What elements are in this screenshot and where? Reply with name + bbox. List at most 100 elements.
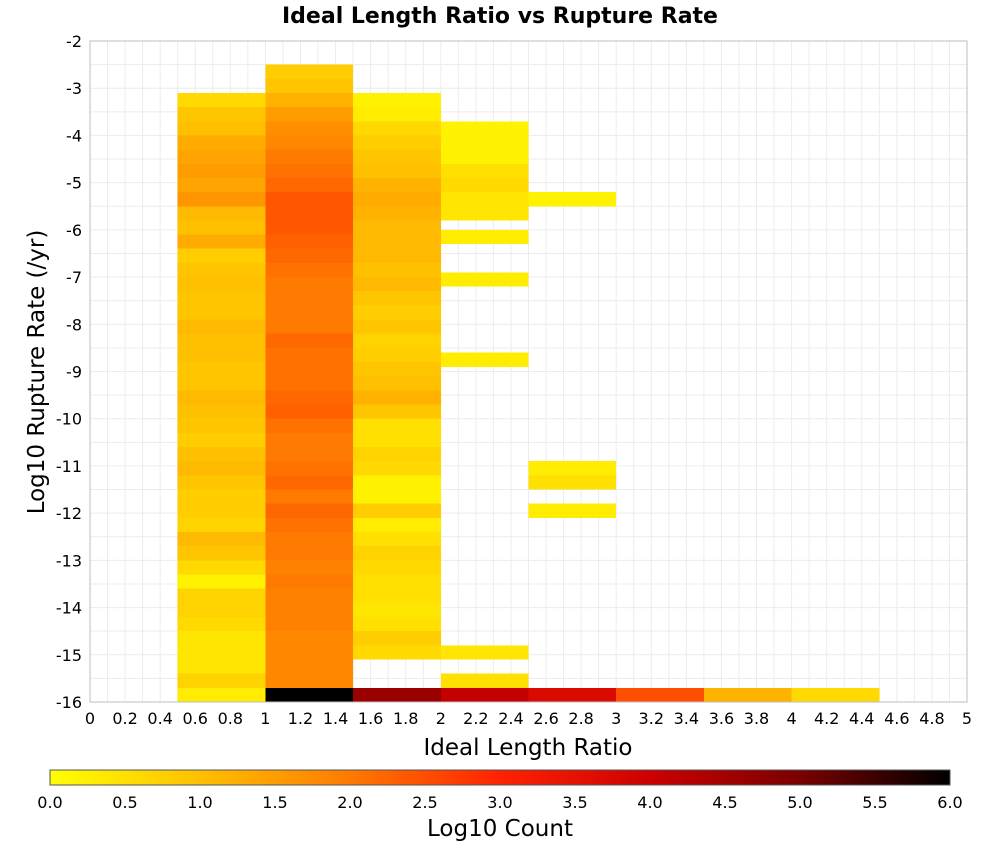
heatmap-cell — [177, 291, 266, 306]
chart-title: Ideal Length Ratio vs Rupture Rate — [282, 4, 718, 29]
x-tick-label: 2.4 — [498, 709, 523, 728]
heatmap-cell — [440, 673, 529, 688]
x-tick-label: 2.2 — [463, 709, 488, 728]
heatmap-cell — [265, 475, 354, 490]
x-tick-label: 0.6 — [183, 709, 208, 728]
heatmap-cell — [265, 177, 354, 193]
heatmap-cell — [177, 135, 266, 150]
y-tick-label: -10 — [56, 410, 82, 429]
x-tick-label: 1.6 — [358, 709, 383, 728]
heatmap-cell — [177, 305, 266, 320]
heatmap-cell — [177, 645, 266, 660]
y-axis-label: Log10 Rupture Rate (/yr) — [24, 230, 50, 515]
x-tick-label: 1.4 — [323, 709, 348, 728]
heatmap-cell — [265, 532, 354, 547]
x-tick-label: 0.2 — [112, 709, 137, 728]
heatmap-cell — [353, 631, 441, 646]
heatmap-cell — [177, 262, 266, 278]
heatmap-cell — [353, 206, 441, 221]
heatmap-cell — [265, 362, 354, 377]
heatmap-cell — [265, 206, 354, 221]
heatmap-cell — [265, 489, 354, 504]
heatmap-cell — [353, 390, 441, 405]
heatmap-cell — [177, 617, 266, 632]
y-tick-label: -2 — [66, 32, 82, 51]
heatmap-cell — [265, 135, 354, 150]
x-tick-label: 1.8 — [393, 709, 418, 728]
y-tick-label: -13 — [56, 551, 82, 570]
heatmap-cell — [353, 333, 441, 348]
y-tick-label: -15 — [56, 646, 82, 665]
heatmap-cell — [177, 461, 266, 476]
heatmap-cell — [703, 687, 792, 702]
y-tick-label: -3 — [66, 79, 82, 98]
heatmap-cell — [353, 305, 441, 320]
heatmap-cell — [440, 163, 529, 178]
heatmap-cell — [265, 659, 354, 674]
heatmap-cell — [265, 347, 354, 363]
heatmap-cell — [265, 390, 354, 405]
heatmap-cell — [177, 248, 266, 263]
heatmap-cell — [440, 149, 529, 164]
heatmap-cell — [177, 206, 266, 221]
heatmap-cells — [177, 64, 880, 702]
heatmap-cell — [265, 305, 354, 320]
heatmap-cell — [177, 432, 266, 448]
heatmap-cell — [353, 121, 441, 136]
heatmap-cell — [177, 192, 266, 207]
heatmap-cell — [177, 659, 266, 674]
heatmap-cell — [265, 574, 354, 589]
heatmap-cell — [177, 220, 266, 235]
colorbar — [49, 769, 951, 786]
heatmap-cell — [440, 352, 529, 367]
heatmap-cell — [177, 149, 266, 164]
heatmap-cell — [265, 220, 354, 235]
heatmap-cell — [265, 319, 354, 334]
heatmap-cell — [177, 588, 266, 603]
heatmap-cell — [177, 319, 266, 334]
heatmap-cell — [791, 687, 880, 702]
x-tick-label: 4.4 — [849, 709, 874, 728]
heatmap-cell — [353, 92, 441, 108]
colorbar-tick-label: 0.0 — [37, 793, 62, 812]
heatmap-cell — [353, 432, 441, 448]
heatmap-cell — [265, 447, 354, 462]
x-tick-label: 4.2 — [814, 709, 839, 728]
heatmap-cell — [265, 291, 354, 306]
heatmap-cell — [528, 687, 617, 702]
heatmap-cell — [353, 475, 441, 490]
y-tick-label: -6 — [66, 221, 82, 240]
x-tick-label: 4 — [787, 709, 797, 728]
colorbar-tick-label: 5.0 — [787, 793, 812, 812]
heatmap-cell — [353, 262, 441, 278]
heatmap-cell — [265, 588, 354, 603]
heatmap-cell — [353, 291, 441, 306]
x-tick-label: 1 — [260, 709, 270, 728]
heatmap-cell — [353, 277, 441, 292]
x-tick-label: 3.4 — [674, 709, 699, 728]
heatmap-cell — [353, 248, 441, 263]
heatmap-cell — [353, 546, 441, 561]
heatmap-cell — [177, 376, 266, 391]
heatmap-cell — [265, 503, 354, 518]
heatmap-cell — [177, 277, 266, 292]
heatmap-cell — [353, 461, 441, 476]
heatmap-cell — [440, 177, 529, 193]
heatmap-cell — [440, 206, 529, 221]
x-tick-label: 2.6 — [533, 709, 558, 728]
heatmap-cell — [353, 447, 441, 462]
heatmap-cell — [265, 517, 354, 533]
heatmap-cell — [353, 149, 441, 164]
colorbar-tick-label: 1.5 — [262, 793, 287, 812]
heatmap-cell — [177, 92, 266, 108]
heatmap-cell — [265, 121, 354, 136]
heatmap-cell — [353, 404, 441, 419]
colorbar-tick-label: 6.0 — [937, 793, 962, 812]
x-tick-label: 4.8 — [919, 709, 944, 728]
heatmap-cell — [265, 645, 354, 660]
heatmap-cell — [353, 560, 441, 575]
heatmap-cell — [353, 163, 441, 178]
heatmap-cell — [177, 362, 266, 377]
heatmap-cell — [353, 687, 441, 702]
heatmap-cell — [440, 645, 529, 660]
